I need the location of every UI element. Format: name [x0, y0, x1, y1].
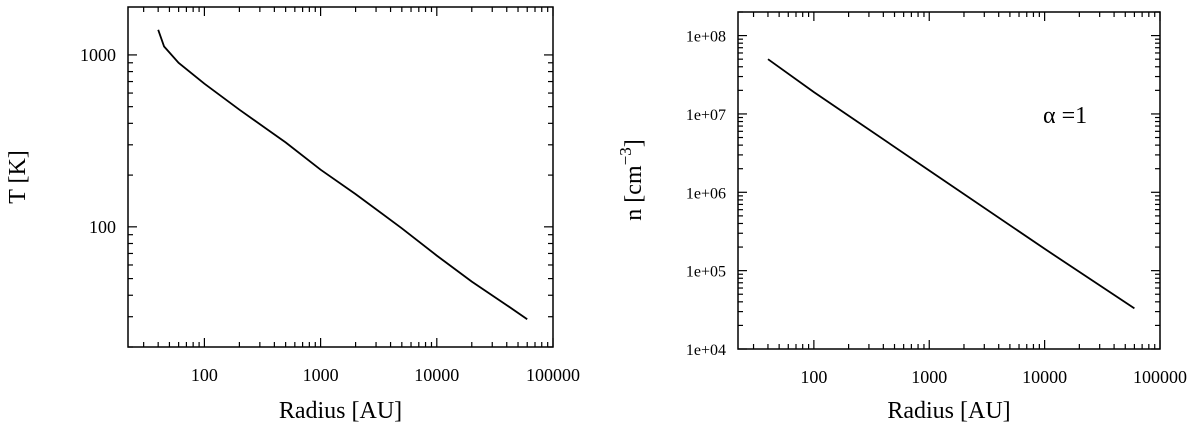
- alpha-annotation: α =1: [1043, 103, 1087, 129]
- x-tick-label: 100000: [1133, 367, 1187, 387]
- series-line: [157, 29, 528, 321]
- plot-frame: [127, 6, 554, 348]
- y-tick-label: 1e+05: [686, 264, 726, 281]
- x-axis-label: Radius [AU]: [887, 398, 1010, 424]
- x-tick-label: 10000: [1022, 367, 1067, 387]
- y-tick-label: 1000: [80, 45, 116, 65]
- x-tick-label: 1000: [303, 365, 339, 385]
- y-tick-label: 1e+04: [686, 342, 726, 359]
- temperature-chart: 100 1000 10000 100000 100 1000 Radius [AU] T [K…: [5, 6, 580, 424]
- series-line: [767, 58, 1135, 310]
- x-tick-label: 100: [191, 365, 218, 385]
- plot-frame: [737, 11, 1161, 350]
- y-tick-label: 1e+07: [686, 107, 726, 124]
- y-axis-label-exponent: −3: [616, 147, 635, 165]
- x-tick-label: 10000: [414, 365, 459, 385]
- x-tick-label: 100: [800, 367, 827, 387]
- x-tick-label: 1000: [911, 367, 947, 387]
- y-axis-label: T [K]: [5, 150, 31, 204]
- y-tick-label: 100: [89, 217, 116, 237]
- x-axis-label: Radius [AU]: [279, 398, 402, 424]
- y-tick-label: 1e+08: [686, 29, 726, 46]
- x-tick-label: 100000: [526, 365, 580, 385]
- y-tick-label: 1e+06: [686, 185, 726, 202]
- y-axis-label: n [cm−3]: [616, 139, 647, 220]
- density-chart: 100 1000 10000 100000 1e+04 1e+05 1e+06 1e+07 1e…: [616, 11, 1187, 424]
